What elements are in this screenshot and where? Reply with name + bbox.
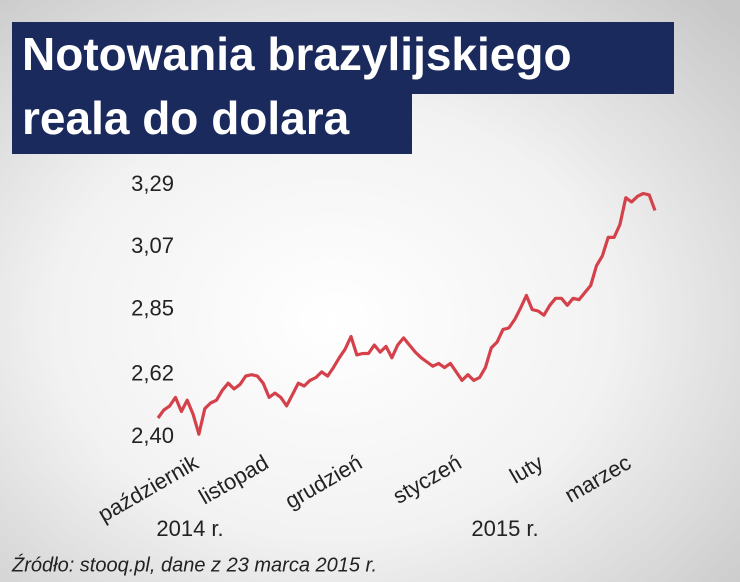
source: Źródło: stooq.pl, dane z 23 marca 2015 r… bbox=[11, 553, 377, 576]
y-tick-label: 2,40 bbox=[131, 423, 174, 448]
y-tick-label: 3,07 bbox=[131, 233, 174, 258]
chart-title: Notowania brazylijskiego bbox=[22, 28, 572, 80]
line bbox=[156, 191, 657, 436]
year-label: 2014 r. bbox=[156, 516, 223, 541]
y-tick-label: 2,62 bbox=[131, 361, 174, 386]
y-tick-label: 2,85 bbox=[131, 295, 174, 320]
year-label: 2015 r. bbox=[471, 516, 538, 541]
y-tick-label: 3,29 bbox=[131, 171, 174, 196]
chart-title: reala do dolara bbox=[22, 92, 350, 144]
title-box bbox=[12, 22, 674, 94]
title-box bbox=[12, 92, 412, 154]
